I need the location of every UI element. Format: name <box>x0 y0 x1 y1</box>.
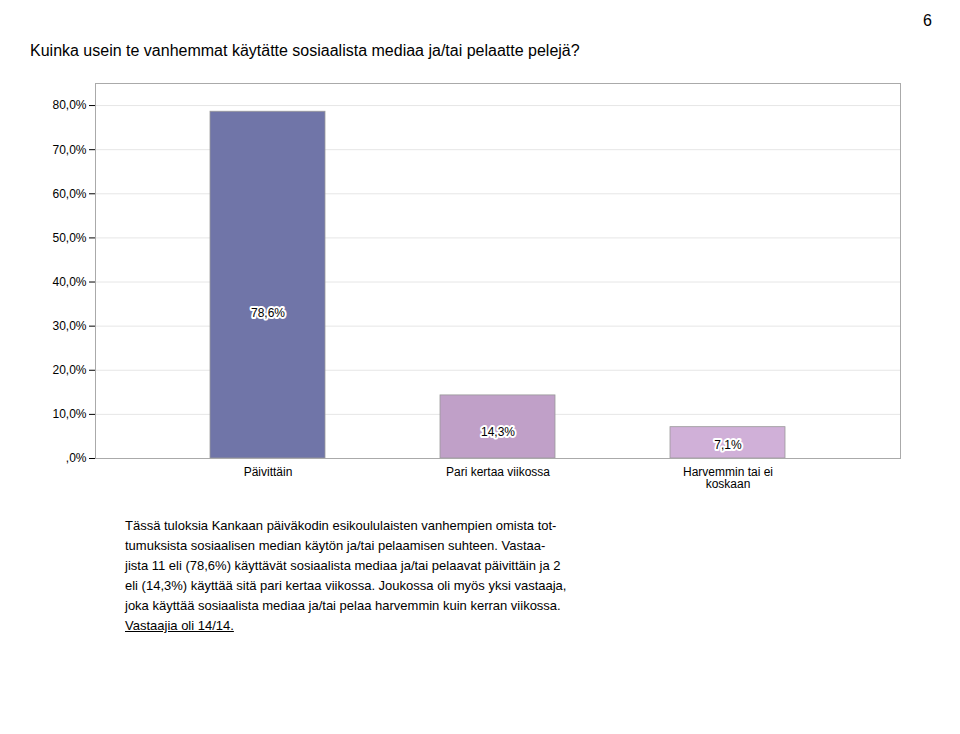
svg-text:20,0%: 20,0% <box>52 363 86 377</box>
svg-text:Harvemmin tai eikoskaan: Harvemmin tai eikoskaan <box>683 465 773 491</box>
svg-text:40,0%: 40,0% <box>52 275 86 289</box>
svg-text:7,1%: 7,1% <box>714 438 742 452</box>
svg-text:30,0%: 30,0% <box>52 319 86 333</box>
svg-text:,0%: ,0% <box>66 451 87 465</box>
html-text:6: 6 <box>923 12 932 29</box>
html-text:joka käyttää sosiaalista media: joka käyttää sosiaalista mediaa ja/tai p… <box>125 598 561 613</box>
svg-text:Päivittäin: Päivittäin <box>244 465 293 479</box>
svg-text:Pari kertaa viikossa: Pari kertaa viikossa <box>446 465 550 479</box>
html-text:Vastaajia oli 14/14.: Vastaajia oli 14/14. <box>125 618 234 633</box>
svg-text:80,0%: 80,0% <box>52 98 86 112</box>
html-text:Kuinka usein te vanhemmat käyt: Kuinka usein te vanhemmat käytätte sosia… <box>30 42 580 59</box>
html-text:tumuksista sosiaalisen median: tumuksista sosiaalisen median käytön ja/… <box>125 538 546 553</box>
svg-text:50,0%: 50,0% <box>52 231 86 245</box>
svg-text:78,6%: 78,6% <box>251 306 285 320</box>
html-text:eli (14,3%) käyttää sitä pari: eli (14,3%) käyttää sitä pari kertaa vii… <box>125 578 567 593</box>
svg-text:60,0%: 60,0% <box>52 187 86 201</box>
html-text:jista 11 eli (78,6%) käyttävät: jista 11 eli (78,6%) käyttävät sosiaalis… <box>125 558 561 573</box>
svg-text:10,0%: 10,0% <box>52 407 86 421</box>
html-text:Tässä tuloksia Kankaan päiväko: Tässä tuloksia Kankaan päiväkodin esikou… <box>125 518 557 533</box>
svg-text:14,3%: 14,3% <box>481 425 515 439</box>
svg-text:70,0%: 70,0% <box>52 143 86 157</box>
